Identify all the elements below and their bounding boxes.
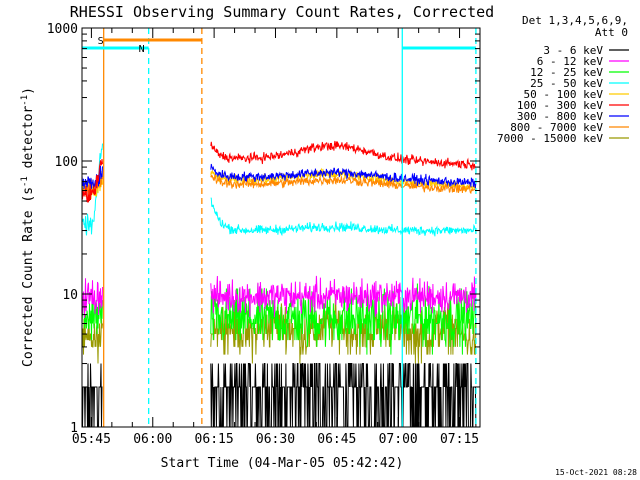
y-tick-label-1: 10 — [62, 288, 78, 303]
y-tick-label-0: 1 — [70, 421, 78, 436]
flag-label-0: S — [98, 36, 104, 47]
x-tick-label-5: 07:00 — [379, 432, 418, 447]
plot-area: SN — [82, 28, 477, 427]
series-line-8-seg-0 — [82, 318, 103, 364]
footer-timestamp: 15-Oct-2021 08:28 — [555, 468, 637, 477]
y-tick-label-3: 1000 — [47, 22, 78, 37]
series-line-5-seg-1 — [210, 140, 476, 171]
legend-label-5: 100 - 300 keV — [517, 99, 603, 112]
x-axis-label: Start Time (04-Mar-05 05:42:42) — [161, 456, 404, 471]
legend-label-6: 300 - 800 keV — [517, 110, 603, 123]
x-tick-label-1: 06:00 — [133, 432, 172, 447]
x-tick-label-4: 06:45 — [317, 432, 356, 447]
series-line-2-seg-1 — [210, 283, 477, 355]
legend-label-1: 6 - 12 keV — [537, 55, 604, 68]
x-tick-label-3: 06:30 — [256, 432, 295, 447]
chart-title: RHESSI Observing Summary Count Rates, Co… — [70, 3, 494, 21]
legend-label-7: 800 - 7000 keV — [510, 121, 603, 134]
series-line-1-seg-0 — [82, 278, 103, 318]
legend-label-4: 50 - 100 keV — [524, 88, 604, 101]
series-line-0-seg-0 — [82, 363, 103, 427]
series-line-5-seg-0 — [82, 158, 103, 203]
series-line-2-seg-0 — [82, 300, 103, 341]
series-line-0-seg-1 — [210, 363, 477, 427]
series-line-3-seg-1 — [210, 197, 477, 237]
x-tick-label-2: 06:15 — [195, 432, 234, 447]
series-line-1-seg-1 — [210, 275, 477, 318]
legend-header-attenuator: Att 0 — [595, 26, 628, 39]
series-line-6-seg-1 — [210, 163, 477, 189]
x-tick-label-6: 07:15 — [440, 432, 479, 447]
legend-label-2: 12 - 25 keV — [530, 66, 603, 79]
legend-label-0: 3 - 6 keV — [543, 44, 603, 57]
flag-label-1: N — [139, 44, 145, 55]
axes: 1 10 100 1000 05:45 06:00 06:15 06:30 06:45 07:00… — [47, 22, 481, 447]
plot-frame — [81, 27, 481, 428]
x-tick-label-0: 05:45 — [72, 432, 111, 447]
series-line-7-seg-1 — [210, 174, 477, 194]
y-axis-label: Corrected Count Rate (s-1 detector-1) — [20, 87, 36, 367]
legend-label-8: 7000 - 15000 keV — [497, 132, 603, 145]
legend-header-detectors: Det 1,3,4,5,6,9, — [522, 14, 628, 27]
legend-label-3: 25 - 50 keV — [530, 77, 603, 90]
y-tick-label-2: 100 — [55, 155, 78, 170]
